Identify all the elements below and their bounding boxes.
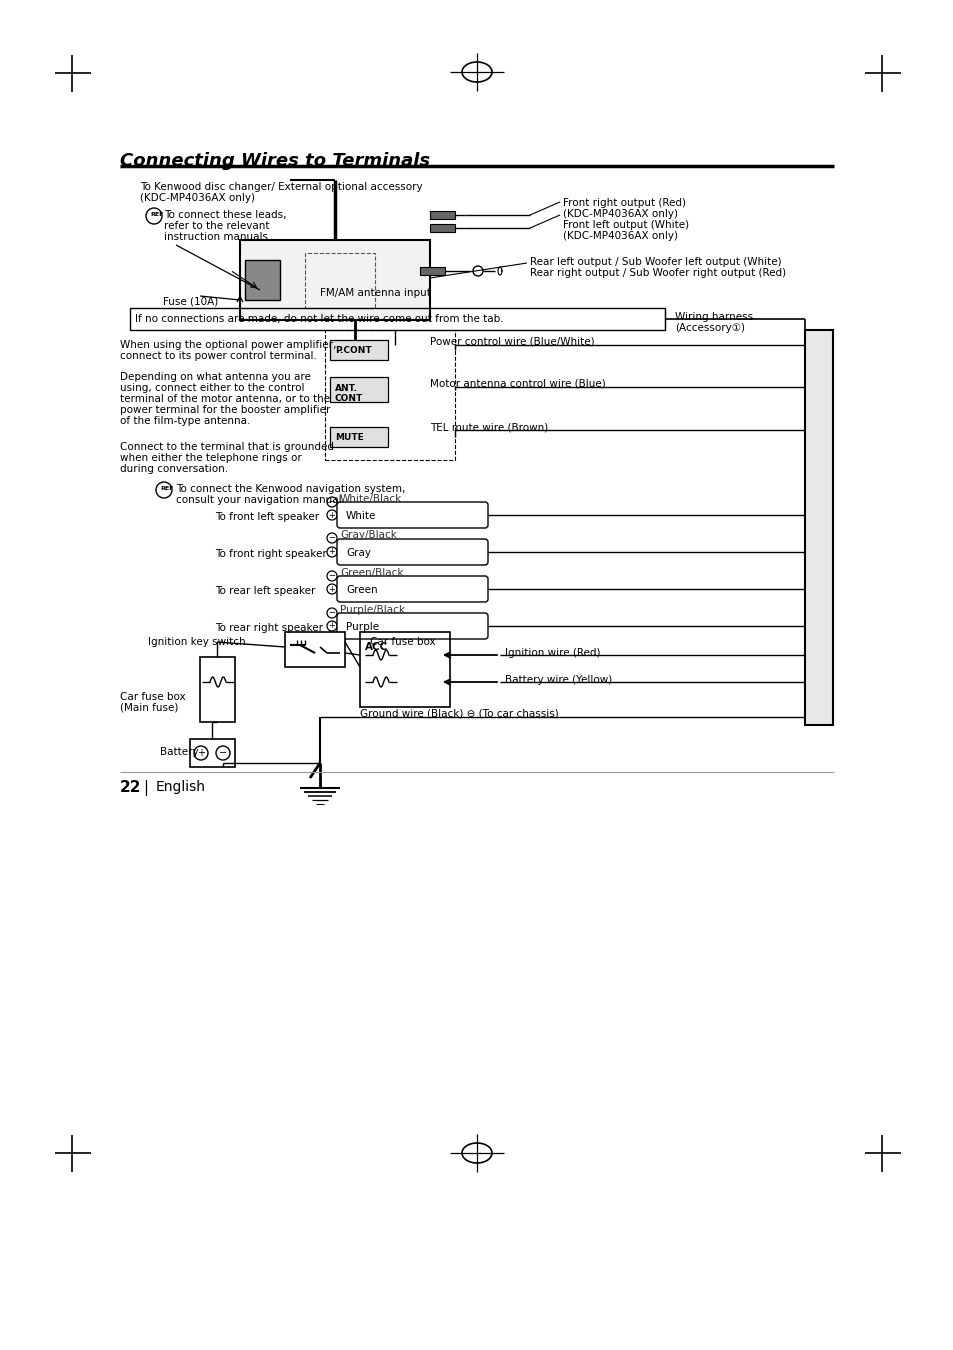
Bar	[200, 657, 234, 722]
Text: +: +	[328, 621, 335, 630]
Text: White/Black: White/Black	[339, 494, 402, 504]
Text: Ground wire (Black) ⊖ (To car chassis): Ground wire (Black) ⊖ (To car chassis)	[359, 709, 558, 720]
Text: −: −	[328, 533, 335, 543]
Text: Ignition wire (Red): Ignition wire (Red)	[504, 648, 599, 657]
Text: Rear right output / Sub Woofer right output (Red): Rear right output / Sub Woofer right out…	[530, 269, 785, 278]
Bar	[419, 267, 444, 275]
Text: |: |	[143, 780, 148, 796]
Text: Car fuse box: Car fuse box	[370, 637, 436, 647]
Text: +: +	[328, 548, 335, 556]
Bar	[330, 377, 388, 402]
Text: Green/Black: Green/Black	[339, 568, 403, 578]
Text: Motor antenna control wire (Blue): Motor antenna control wire (Blue)	[430, 379, 605, 389]
Text: To rear right speaker: To rear right speaker	[214, 622, 323, 633]
Text: Depending on what antenna you are: Depending on what antenna you are	[120, 373, 311, 382]
Text: To Kenwood disc changer/ External optional accessory: To Kenwood disc changer/ External option…	[140, 182, 422, 192]
Text: (KDC-MP4036AX only): (KDC-MP4036AX only)	[562, 209, 678, 219]
Bar	[245, 261, 280, 300]
Text: Power control wire (Blue/White): Power control wire (Blue/White)	[430, 338, 594, 347]
Text: of the film-type antenna.: of the film-type antenna.	[120, 416, 250, 427]
Text: Car fuse box: Car fuse box	[120, 693, 186, 702]
Text: Battery wire (Yellow): Battery wire (Yellow)	[504, 675, 612, 684]
Text: −: −	[328, 571, 335, 580]
Text: instruction manuals.: instruction manuals.	[164, 232, 271, 242]
Bar	[285, 632, 345, 667]
Text: Gray/Black: Gray/Black	[339, 531, 396, 540]
Bar	[359, 632, 450, 707]
Text: (KDC-MP4036AX only): (KDC-MP4036AX only)	[562, 231, 678, 242]
Text: terminal of the motor antenna, or to the: terminal of the motor antenna, or to the	[120, 394, 330, 404]
Bar	[325, 329, 455, 460]
Text: TEL mute wire (Brown): TEL mute wire (Brown)	[430, 423, 548, 432]
Text: Wiring harness: Wiring harness	[675, 312, 752, 323]
Text: (Accessory①): (Accessory①)	[675, 323, 744, 333]
Text: Rear left output / Sub Woofer left output (White): Rear left output / Sub Woofer left outpu…	[530, 256, 781, 267]
Circle shape	[255, 284, 268, 296]
Text: REF: REF	[150, 212, 163, 217]
Text: during conversation.: during conversation.	[120, 464, 228, 474]
Text: To rear left speaker: To rear left speaker	[214, 586, 315, 595]
Text: +: +	[328, 510, 335, 520]
Text: When using the optional power amplifier,: When using the optional power amplifier,	[120, 340, 336, 350]
Text: consult your navigation manual.: consult your navigation manual.	[175, 495, 345, 505]
Text: 22: 22	[120, 780, 141, 795]
Text: English: English	[156, 780, 206, 794]
FancyBboxPatch shape	[336, 539, 488, 566]
Text: To connect the Kenwood navigation system,: To connect the Kenwood navigation system…	[175, 485, 405, 494]
Text: Front left output (White): Front left output (White)	[562, 220, 688, 230]
Text: −: −	[328, 498, 335, 506]
Bar	[130, 308, 664, 329]
Circle shape	[255, 269, 268, 281]
Text: Green: Green	[346, 585, 377, 595]
Text: when either the telephone rings or: when either the telephone rings or	[120, 454, 301, 463]
Text: ANT.
CONT: ANT. CONT	[335, 383, 363, 404]
Text: connect to its power control terminal.: connect to its power control terminal.	[120, 351, 316, 360]
FancyBboxPatch shape	[336, 576, 488, 602]
FancyBboxPatch shape	[336, 613, 488, 639]
Bar	[430, 224, 455, 232]
Text: (Main fuse): (Main fuse)	[120, 702, 178, 711]
Text: ACC: ACC	[365, 643, 388, 652]
Bar	[804, 329, 832, 725]
Circle shape	[317, 644, 322, 649]
Text: −: −	[328, 609, 335, 617]
Bar	[330, 427, 388, 447]
Text: REF: REF	[160, 486, 173, 491]
Text: Gray: Gray	[346, 548, 371, 558]
Text: Fuse (10A): Fuse (10A)	[163, 296, 218, 306]
Text: MUTE: MUTE	[335, 433, 363, 441]
Bar	[330, 340, 388, 360]
Text: To connect these leads,: To connect these leads,	[164, 211, 286, 220]
Bar	[430, 211, 455, 219]
Text: (KDC-MP4036AX only): (KDC-MP4036AX only)	[140, 193, 254, 202]
Bar	[190, 738, 234, 767]
Bar	[305, 252, 375, 308]
Text: +: +	[196, 748, 205, 757]
Text: Purple/Black: Purple/Black	[339, 605, 405, 616]
Circle shape	[337, 651, 342, 656]
Text: Connect to the terminal that is grounded: Connect to the terminal that is grounded	[120, 441, 334, 452]
Text: using, connect either to the control: using, connect either to the control	[120, 383, 304, 393]
Text: −: −	[218, 748, 227, 757]
Text: Battery: Battery	[160, 747, 198, 757]
Text: Front right output (Red): Front right output (Red)	[562, 198, 685, 208]
Text: To front right speaker: To front right speaker	[214, 549, 327, 559]
Text: Purple: Purple	[346, 622, 378, 632]
Text: P.CONT: P.CONT	[335, 346, 372, 355]
Text: power terminal for the booster amplifier: power terminal for the booster amplifier	[120, 405, 330, 414]
Text: To front left speaker: To front left speaker	[214, 512, 319, 522]
Text: White: White	[346, 512, 376, 521]
Text: +: +	[328, 585, 335, 594]
Text: FM/AM antenna input: FM/AM antenna input	[319, 288, 431, 298]
Text: Ignition key switch: Ignition key switch	[148, 637, 245, 647]
Bar	[240, 240, 430, 320]
Text: Connecting Wires to Terminals: Connecting Wires to Terminals	[120, 153, 430, 170]
Text: If no connections are made, do not let the wire come out from the tab.: If no connections are made, do not let t…	[135, 315, 503, 324]
FancyBboxPatch shape	[336, 502, 488, 528]
Text: refer to the relevant: refer to the relevant	[164, 221, 269, 231]
